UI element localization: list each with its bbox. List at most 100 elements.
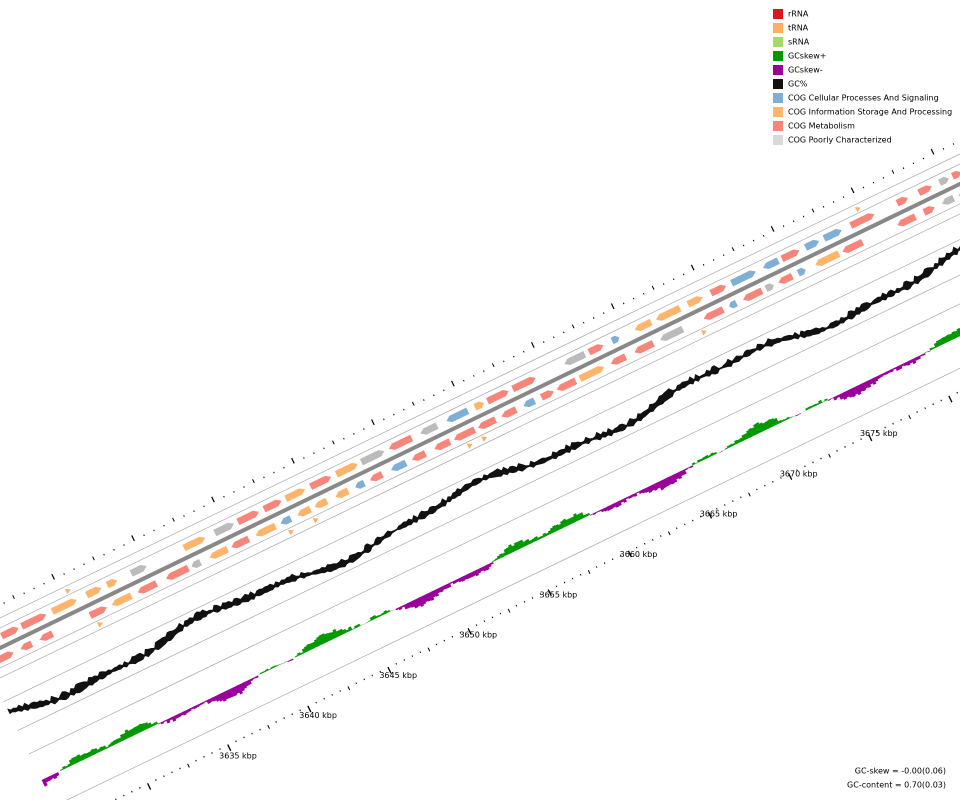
gene: [262, 499, 282, 513]
gc-skew: [124, 729, 131, 739]
legend-label: rRNA: [788, 10, 809, 19]
outer-tick: [822, 205, 825, 208]
gc-skew: [792, 415, 796, 418]
inner-tick: [371, 674, 374, 677]
gc-skew: [878, 373, 883, 378]
position-label: 3665 kbp: [700, 510, 738, 519]
inner-tick: [483, 620, 486, 623]
gc-skew: [579, 512, 585, 519]
gc-skew: [233, 685, 240, 694]
gc-skew: [403, 603, 409, 610]
gc-skew: [681, 469, 687, 475]
inner-tick: [892, 422, 894, 425]
outer-tick: [802, 215, 805, 218]
gc-skew: [643, 487, 649, 493]
gc-skew: [824, 398, 828, 402]
gc-skew: [276, 664, 280, 667]
gene: [564, 351, 587, 366]
gc-skew: [732, 442, 736, 446]
gene: [231, 535, 251, 549]
outer-tick: [323, 447, 325, 450]
inner-tick: [908, 415, 911, 420]
inner-tick: [427, 647, 431, 652]
gc-skew: [160, 721, 165, 725]
outer-tick: [51, 573, 55, 580]
outer-tick: [73, 568, 75, 571]
inner-tick: [523, 600, 526, 603]
outer-tick: [163, 524, 165, 527]
gene: [822, 229, 842, 242]
inner-tick: [836, 449, 838, 452]
gc-skew: [668, 475, 675, 485]
gc-skew: [576, 513, 582, 521]
gc-skew: [954, 330, 960, 338]
outer-tick: [403, 408, 405, 411]
gc-skew: [600, 508, 605, 513]
position-label: 3645 kbp: [379, 671, 417, 680]
gc-skew: [141, 722, 148, 731]
inner-tick: [579, 573, 582, 576]
gene: [355, 479, 366, 489]
gc-skew: [922, 352, 926, 356]
gc-skew: [911, 358, 917, 365]
outer-tick: [762, 234, 765, 237]
gene: [335, 487, 350, 498]
gc-skew: [689, 465, 694, 469]
inner-tick: [251, 732, 253, 735]
gc-skew: [290, 658, 294, 662]
inner-tick: [491, 616, 494, 619]
inner-tick: [563, 581, 566, 584]
legend-label: sRNA: [788, 38, 810, 47]
inner-tick: [227, 744, 232, 752]
inner-tick: [131, 790, 133, 793]
gc-skew: [332, 628, 339, 638]
gc-skew: [225, 689, 232, 699]
gc-skew: [751, 427, 758, 436]
outer-tick: [622, 302, 625, 305]
inner-tick: [467, 628, 472, 635]
inner-tick: [219, 748, 221, 750]
gc-skew: [311, 641, 318, 649]
gc-skew: [537, 536, 542, 540]
outer-tick: [930, 148, 935, 155]
inner-tick: [796, 469, 798, 472]
outer-tick: [483, 370, 485, 372]
gc-skew: [764, 420, 772, 429]
gc-skew: [259, 671, 264, 675]
gc-skew: [484, 564, 490, 571]
outer-tick: [433, 394, 435, 397]
gc-skew: [695, 462, 699, 465]
gc-skew: [347, 626, 353, 632]
gc-skew: [252, 676, 256, 680]
gene: [796, 267, 806, 277]
gene: [703, 306, 725, 320]
gc-skew: [592, 512, 597, 516]
outer-tick: [712, 259, 715, 261]
gene: [255, 522, 277, 537]
gene: [764, 283, 774, 292]
gc-skew: [589, 513, 594, 516]
track-line: [0, 184, 960, 682]
inner-tick: [884, 426, 886, 429]
outer-tick: [343, 437, 345, 440]
gene: [922, 206, 935, 216]
inner-tick: [619, 554, 622, 557]
outer-tick: [832, 201, 835, 203]
gene: [420, 422, 439, 435]
gc-skew: [115, 738, 121, 744]
inner-tick: [395, 662, 398, 665]
outer-tick: [752, 239, 755, 242]
gc-skew: [430, 590, 437, 598]
inner-tick: [667, 531, 671, 536]
gc-skew: [122, 732, 129, 740]
gene: [634, 318, 653, 332]
gc-skew: [562, 518, 569, 527]
gc-skew: [460, 576, 466, 582]
outer-tick: [153, 529, 155, 532]
gc-skew: [47, 776, 52, 782]
gene: [137, 580, 159, 594]
position-label: 3655 kbp: [540, 590, 578, 599]
gc-skew: [935, 340, 942, 347]
gc-skew: [192, 705, 197, 710]
